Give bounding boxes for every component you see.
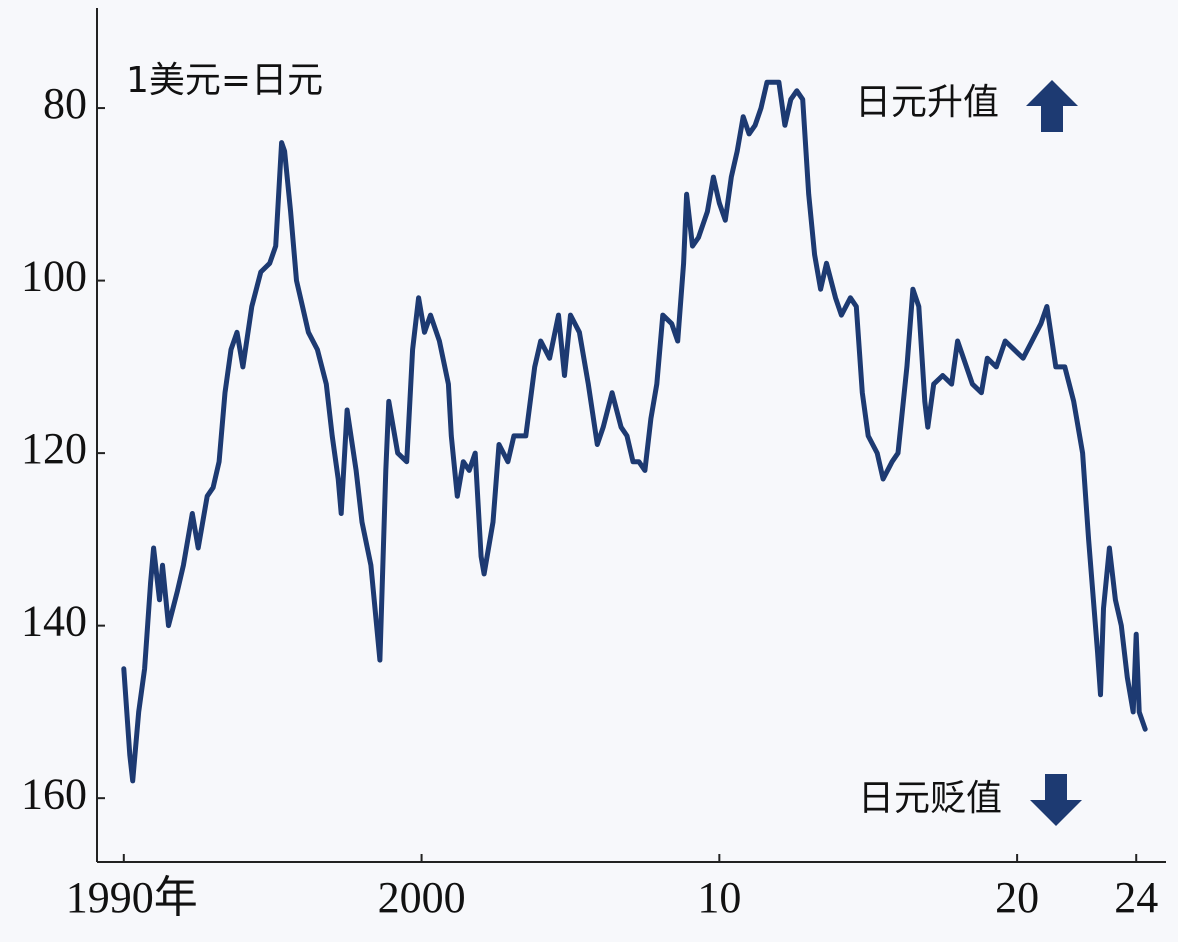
line-series bbox=[121, 79, 1148, 784]
y-tick-label: 140 bbox=[21, 597, 87, 646]
y-tick-label: 120 bbox=[21, 424, 87, 473]
x-tick-label: 24 bbox=[1114, 873, 1158, 922]
down-arrow bbox=[1030, 774, 1082, 826]
annotation-up: 日元升值 bbox=[855, 82, 999, 123]
y-tick-label: 100 bbox=[21, 252, 87, 301]
y-tick-label: 80 bbox=[43, 79, 87, 128]
up-arrow bbox=[1026, 80, 1078, 132]
x-tick-label: 20 bbox=[995, 873, 1039, 922]
y-tick-label: 160 bbox=[21, 769, 87, 818]
x-tick-label: 10 bbox=[697, 873, 741, 922]
x-tick-label: 2000 bbox=[378, 873, 466, 922]
annotation-down: 日元贬值 bbox=[858, 778, 1002, 819]
unit-label: 1美元=日元 bbox=[126, 60, 323, 101]
x-tick-label: 1990年 bbox=[66, 873, 198, 922]
